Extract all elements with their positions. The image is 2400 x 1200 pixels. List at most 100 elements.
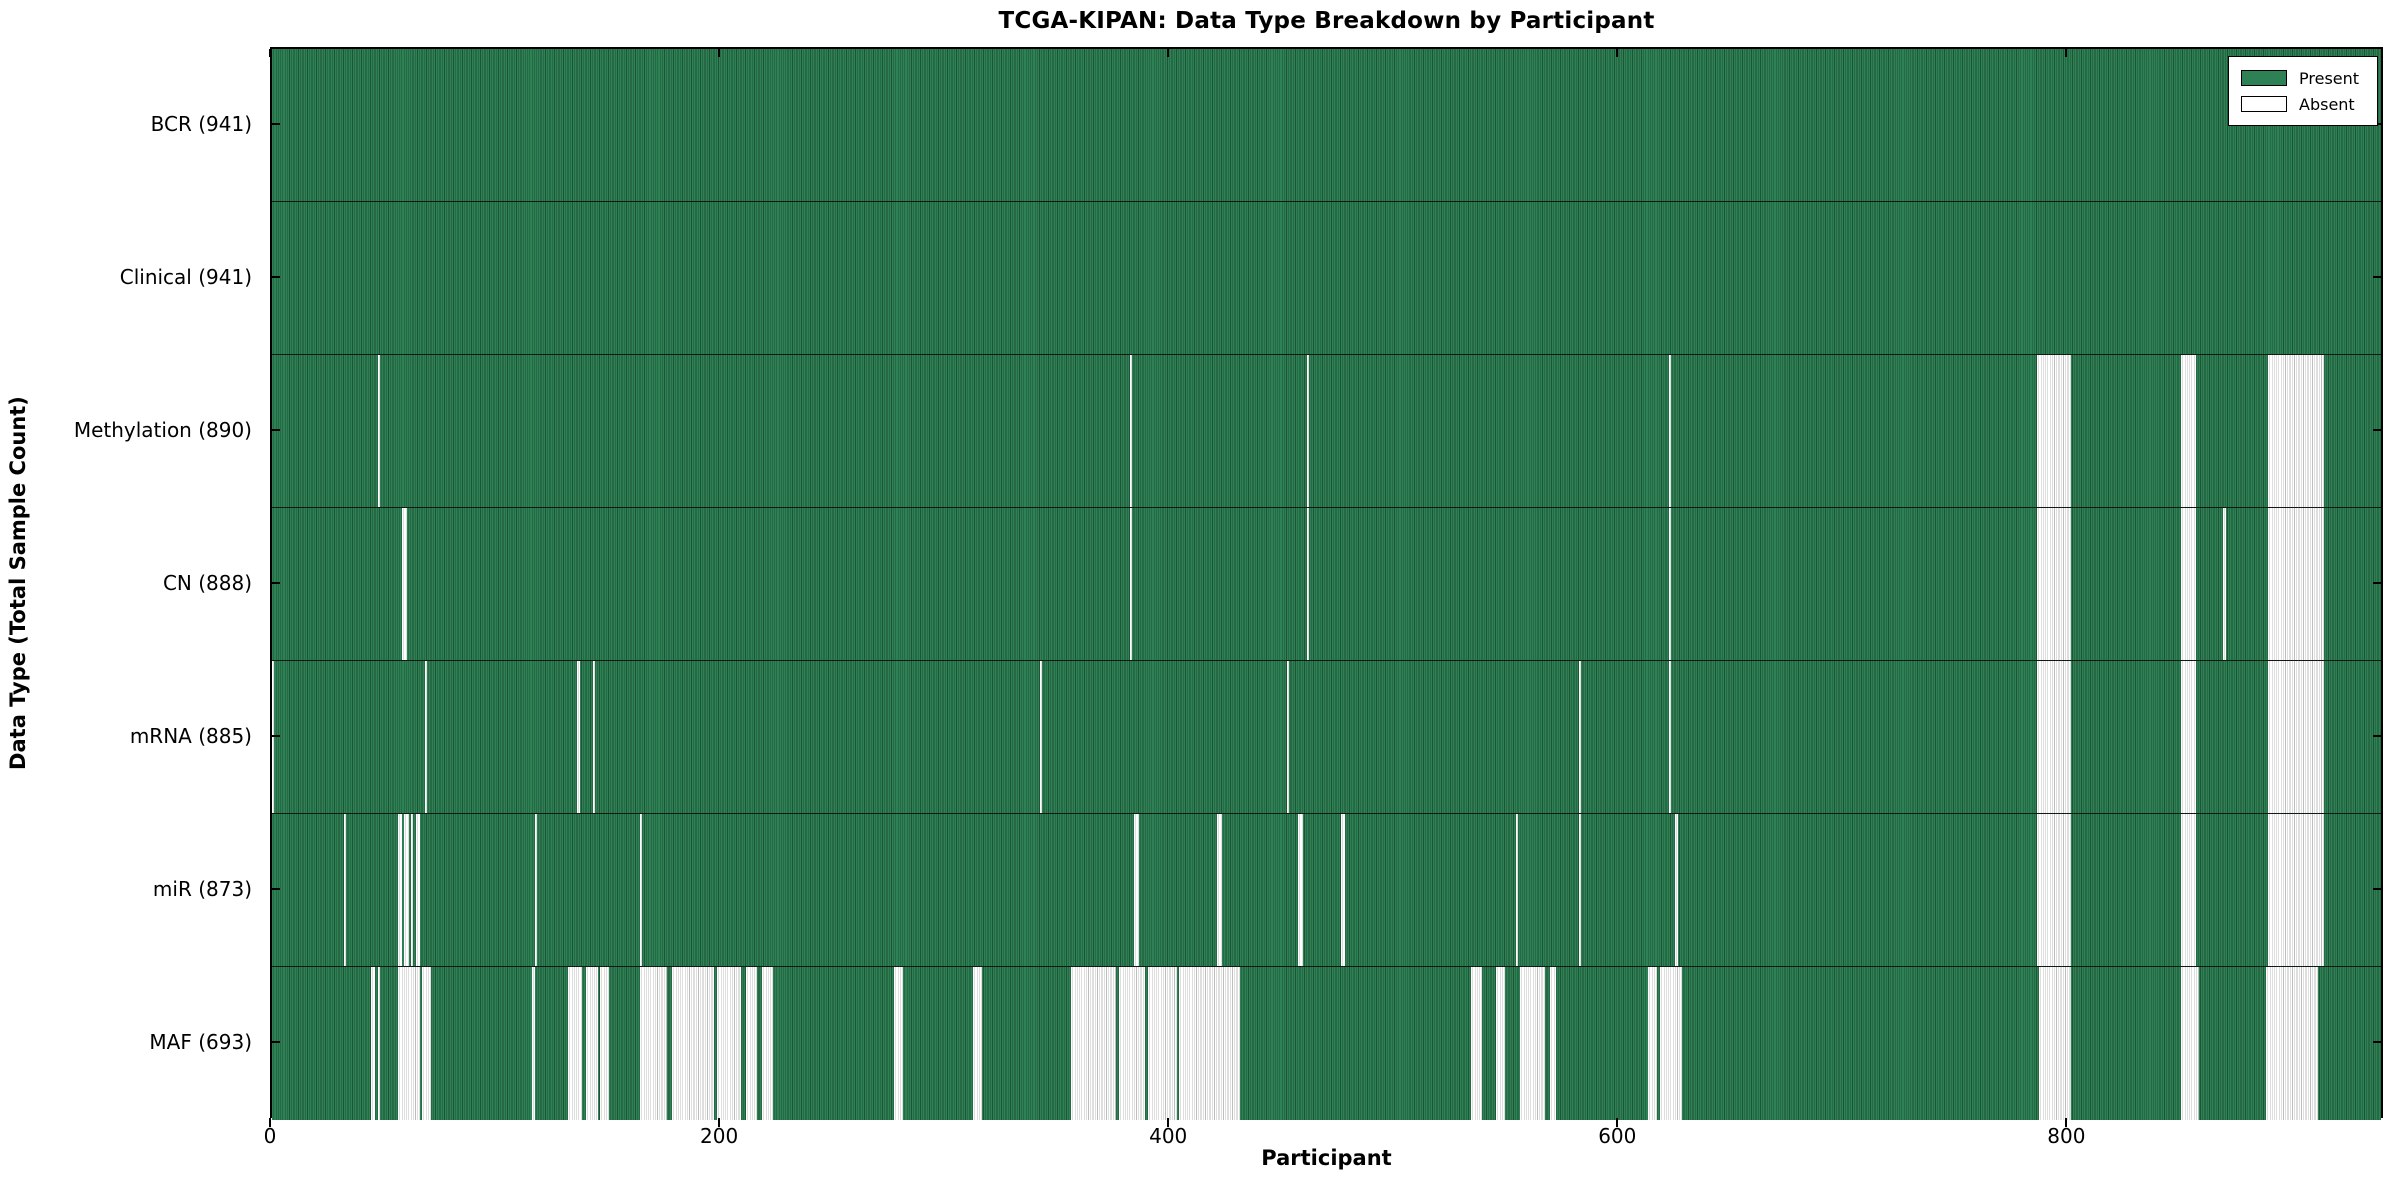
absent-block <box>568 967 582 1120</box>
absent-block <box>2180 355 2197 507</box>
x-tick-mark <box>1167 49 1170 57</box>
xtick-label-800: 800 <box>2047 1124 2086 1148</box>
absent-block <box>1515 814 1519 966</box>
absent-block <box>1549 967 1557 1120</box>
ytick-label-cn: CN (888) <box>162 570 252 595</box>
absent-block <box>1298 814 1303 966</box>
row-bcr <box>272 49 2381 202</box>
xtick-label-0: 0 <box>263 1124 277 1148</box>
absent-block <box>1307 508 1310 660</box>
row-clinical <box>272 202 2381 355</box>
absent-block <box>424 661 427 813</box>
y-tick-mark <box>2373 428 2381 431</box>
absent-block <box>2036 355 2071 507</box>
absent-block <box>640 814 643 966</box>
legend-entry-present: Present <box>2241 65 2367 91</box>
absent-block <box>397 967 421 1120</box>
absent-block <box>599 967 609 1120</box>
absent-block <box>1118 967 1146 1120</box>
absent-block <box>415 814 421 966</box>
xtick-label-600: 600 <box>1598 1124 1637 1148</box>
x-tick-mark <box>1616 1118 1619 1127</box>
ytick-label-maf: MAF (693) <box>149 1029 252 1054</box>
y-tick-mark <box>272 581 280 584</box>
y-tick-mark <box>2373 581 2381 584</box>
absent-block <box>2265 967 2318 1120</box>
absent-block <box>1179 967 1240 1120</box>
row-maf <box>272 967 2381 1120</box>
absent-block <box>1471 967 1483 1120</box>
row-mrna <box>272 661 2381 814</box>
absent-block <box>1675 814 1678 966</box>
absent-block <box>1520 967 1546 1120</box>
xtick-label-200: 200 <box>700 1124 739 1148</box>
absent-block <box>1668 508 1671 660</box>
legend: Present Absent <box>2228 56 2378 126</box>
absent-block <box>671 967 715 1120</box>
y-tick-mark <box>2373 734 2381 737</box>
y-tick-mark <box>2373 887 2381 890</box>
row-mir <box>272 814 2381 967</box>
absent-block <box>1578 661 1582 813</box>
x-tick-mark <box>2065 1118 2068 1127</box>
absent-block <box>1578 814 1582 966</box>
absent-block <box>1340 814 1346 966</box>
absent-block <box>2036 508 2071 660</box>
ytick-label-mir: miR (873) <box>152 876 252 901</box>
absent-block <box>972 967 982 1120</box>
absent-block <box>411 814 414 966</box>
legend-entry-absent: Absent <box>2241 91 2367 117</box>
absent-block <box>343 814 347 966</box>
absent-block <box>422 967 432 1120</box>
x-axis-label: Participant <box>1261 1146 1392 1170</box>
y-tick-mark <box>272 275 280 278</box>
x-tick-mark <box>1167 1118 1170 1127</box>
absent-block <box>1039 661 1043 813</box>
y-tick-mark <box>2373 1040 2381 1043</box>
absent-block <box>2268 508 2325 660</box>
x-tick-mark <box>2065 49 2068 57</box>
legend-swatch-absent <box>2241 96 2287 112</box>
y-tick-mark <box>272 887 280 890</box>
legend-label-absent: Absent <box>2299 94 2355 114</box>
absent-block <box>577 661 580 813</box>
absent-block <box>2039 967 2071 1120</box>
y-tick-mark <box>272 428 280 431</box>
absent-block <box>2036 814 2071 966</box>
absent-block <box>1129 508 1132 660</box>
x-tick-mark <box>718 1118 721 1127</box>
ytick-label-bcr: BCR (941) <box>150 111 252 136</box>
ytick-label-clinical: Clinical (941) <box>119 264 252 289</box>
absent-block <box>404 814 409 966</box>
y-tick-mark <box>272 122 280 125</box>
absent-block <box>893 967 903 1120</box>
absent-block <box>532 967 535 1120</box>
absent-block <box>2180 508 2197 660</box>
absent-block <box>1659 967 1683 1120</box>
x-tick-mark <box>718 49 721 57</box>
absent-block <box>1668 355 1671 507</box>
y-tick-mark <box>272 1040 280 1043</box>
absent-block <box>1217 814 1222 966</box>
absent-block <box>1668 661 1671 813</box>
absent-block <box>586 967 598 1120</box>
absent-block <box>2223 508 2226 660</box>
absent-block <box>1147 967 1177 1120</box>
x-tick-mark <box>269 49 271 57</box>
absent-block <box>1495 967 1505 1120</box>
absent-block <box>377 967 380 1120</box>
chart-title: TCGA-KIPAN: Data Type Breakdown by Parti… <box>998 8 1655 34</box>
x-tick-mark <box>1616 49 1619 57</box>
absent-block <box>2180 967 2199 1120</box>
absent-block <box>402 508 407 660</box>
xtick-label-400: 400 <box>1149 1124 1188 1148</box>
absent-block <box>1134 814 1139 966</box>
absent-block <box>2268 661 2325 813</box>
absent-block <box>1307 355 1310 507</box>
absent-block <box>2180 814 2197 966</box>
absent-block <box>377 355 380 507</box>
absent-block <box>2268 814 2325 966</box>
absent-block <box>2180 661 2197 813</box>
absent-block <box>1286 661 1290 813</box>
